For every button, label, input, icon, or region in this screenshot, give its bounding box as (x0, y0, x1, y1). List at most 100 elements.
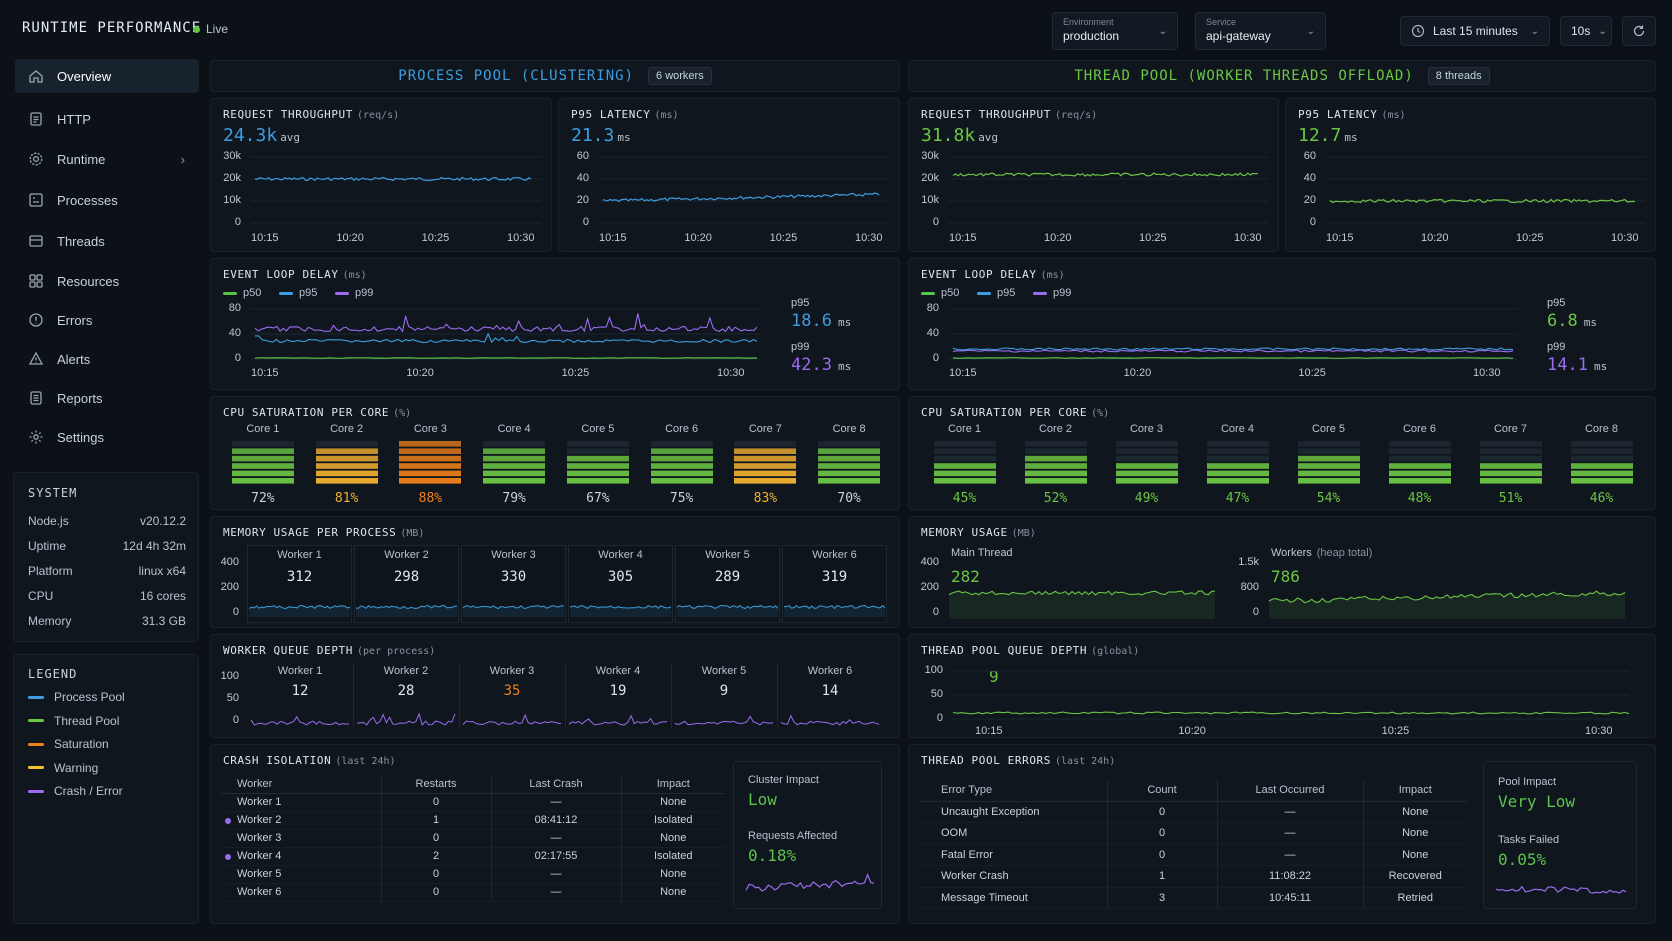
table-row[interactable]: Worker 5 0— None (221, 865, 725, 884)
sidebar-item-alerts[interactable]: Alerts (15, 342, 199, 376)
throughput-value: 31.8k avg (921, 125, 998, 146)
core-bar-segment (650, 478, 713, 484)
worker-queue-sparkline (250, 715, 350, 726)
right-section-header: THREAD POOL (WORKER THREADS OFFLOAD) 8 th… (908, 60, 1656, 92)
refresh-interval-select[interactable]: 10s ⌄ (1560, 16, 1612, 46)
table-row[interactable]: Worker 1 0— None (221, 793, 725, 812)
worker-cell (568, 545, 673, 623)
table-row[interactable]: Worker 6 0— None (221, 883, 725, 902)
worker-name: Worker 3 (237, 832, 282, 844)
table-row[interactable]: Uncaught Exception 0— None (919, 801, 1467, 823)
core-bar-segment (818, 478, 881, 484)
core-bar-segment (1570, 448, 1633, 454)
worker-queue-value: 28 (397, 683, 415, 699)
core-bar-segment (933, 448, 996, 454)
last-crash-cell: 08:41:12 (491, 811, 622, 830)
core-bar-segment (483, 455, 546, 462)
worker-label: Worker 5 (705, 549, 750, 561)
panel-title: MEMORY USAGE (MB) (921, 526, 1036, 539)
worker-memory-value: 312 (286, 569, 313, 585)
table-row[interactable]: Message Timeout 3 10:45:11 Retried (919, 887, 1467, 909)
cluster-impact-label: Cluster Impact (748, 774, 819, 786)
core-bar-segment (1297, 441, 1360, 447)
x-tick-label: 10:15 (949, 367, 977, 379)
last-occurred-cell: 11:08:22 (1217, 865, 1364, 888)
core-bar-segment (818, 448, 881, 454)
table-row[interactable]: OOM 0— None (919, 822, 1467, 845)
core-bar-segment (1388, 470, 1451, 477)
table-row[interactable]: Worker 2 1 08:41:12 Isolated (221, 811, 725, 830)
eventloop-legend-item: p50 (223, 287, 261, 299)
sparkline-line (356, 712, 456, 727)
sidebar-item-http[interactable]: HTTP (15, 102, 199, 136)
worker-name: Worker 5 (237, 868, 282, 880)
error-type-cell: Uncaught Exception (919, 801, 1108, 823)
refresh-button[interactable] (1622, 16, 1656, 46)
sidebar-item-errors[interactable]: Errors (15, 303, 199, 337)
y-tick-label: 40 (228, 327, 241, 339)
tasks-failed-label: Tasks Failed (1498, 834, 1560, 846)
sparkline-line (780, 714, 880, 726)
panel-title-text: REQUEST THROUGHPUT (921, 108, 1052, 121)
system-key: CPU (28, 589, 54, 603)
table-row[interactable]: Worker 4 2 02:17:55 Isolated (221, 847, 725, 866)
worker-name: Worker 1 (237, 796, 282, 808)
table-row[interactable]: Fatal Error 0— None (919, 844, 1467, 866)
p99-label: p99 (791, 341, 810, 353)
environment-select[interactable]: Environment production ⌄ (1052, 12, 1178, 50)
last-occurred-cell: 10:45:11 (1217, 887, 1364, 909)
sidebar-item-runtime[interactable]: Runtime › (15, 142, 199, 176)
core-bar-segment (1206, 455, 1269, 462)
sidebar-item-settings[interactable]: Settings (15, 420, 199, 454)
pool-impact-box: Pool Impact Very Low Tasks Failed 0.05% (1483, 761, 1637, 909)
core-bar-segment (1479, 478, 1542, 484)
right-latency-panel: P95 LATENCY (ms) 12.7 ms 60 40 20 0 10:15 10:20 10… (1285, 98, 1656, 252)
legend-item: Warning (28, 761, 98, 775)
core-bar-segment (1479, 441, 1542, 447)
eventloop-legend-item: p95 (977, 287, 1015, 299)
core-label: Core 1 (947, 423, 982, 435)
column-header: Impact (621, 775, 725, 794)
cluster-impact-value: Low (748, 790, 777, 809)
table-row[interactable]: Worker Crash 1 11:08:22 Recovered (919, 865, 1467, 888)
sidebar-item-reports[interactable]: Reports (15, 381, 199, 415)
restarts-cell: 1 (381, 811, 492, 830)
sidebar-item-resources[interactable]: Resources (15, 264, 199, 298)
sparkline-line (568, 714, 668, 726)
core-value: 67% (586, 491, 610, 506)
count-cell: 0 (1107, 844, 1218, 866)
core-bar-segment (1570, 463, 1633, 469)
x-tick-label: 10:20 (684, 232, 712, 244)
core-bar-segment (231, 441, 294, 447)
core-bar-segment (1024, 455, 1087, 462)
core-value: 72% (251, 491, 275, 506)
core-bar-segment (1206, 463, 1269, 469)
area-fill (949, 591, 1215, 619)
legend-label: Process Pool (54, 690, 125, 704)
sidebar-item-label: Reports (57, 390, 103, 406)
core-bar-segment (231, 448, 294, 454)
requests-affected-label: Requests Affected (748, 830, 838, 842)
core-bar-segment (1297, 448, 1360, 454)
core-label: Core 6 (665, 423, 699, 435)
table-row[interactable]: Worker 3 0— None (221, 829, 725, 848)
unit: ms (1593, 360, 1608, 373)
throughput-value: 24.3k avg (223, 125, 300, 146)
legend-item: Saturation (28, 737, 109, 751)
sidebar-item-overview[interactable]: Overview (15, 59, 199, 93)
system-title: SYSTEM (28, 486, 78, 500)
legend-label: Warning (54, 760, 99, 775)
y-tick-label: 400 (220, 556, 239, 568)
service-select[interactable]: Service api-gateway ⌄ (1195, 12, 1326, 50)
sidebar-item-processes[interactable]: Processes (15, 183, 199, 217)
impact-cell: Retried (1363, 887, 1467, 909)
core-bar-segment (315, 478, 378, 484)
last-crash-cell: — (491, 829, 622, 848)
core-bar-segment (1388, 463, 1451, 469)
sidebar-item-threads[interactable]: Threads (15, 224, 199, 258)
time-range-select[interactable]: Last 15 minutes ⌄ (1400, 16, 1550, 46)
core-bar-segment (933, 463, 996, 469)
panel-title: THREAD POOL ERRORS (last 24h) (921, 754, 1115, 767)
p50-series-line (952, 357, 1514, 359)
right-throughput-panel: REQUEST THROUGHPUT (req/s) 31.8k avg 30k 20k 1… (908, 98, 1279, 252)
